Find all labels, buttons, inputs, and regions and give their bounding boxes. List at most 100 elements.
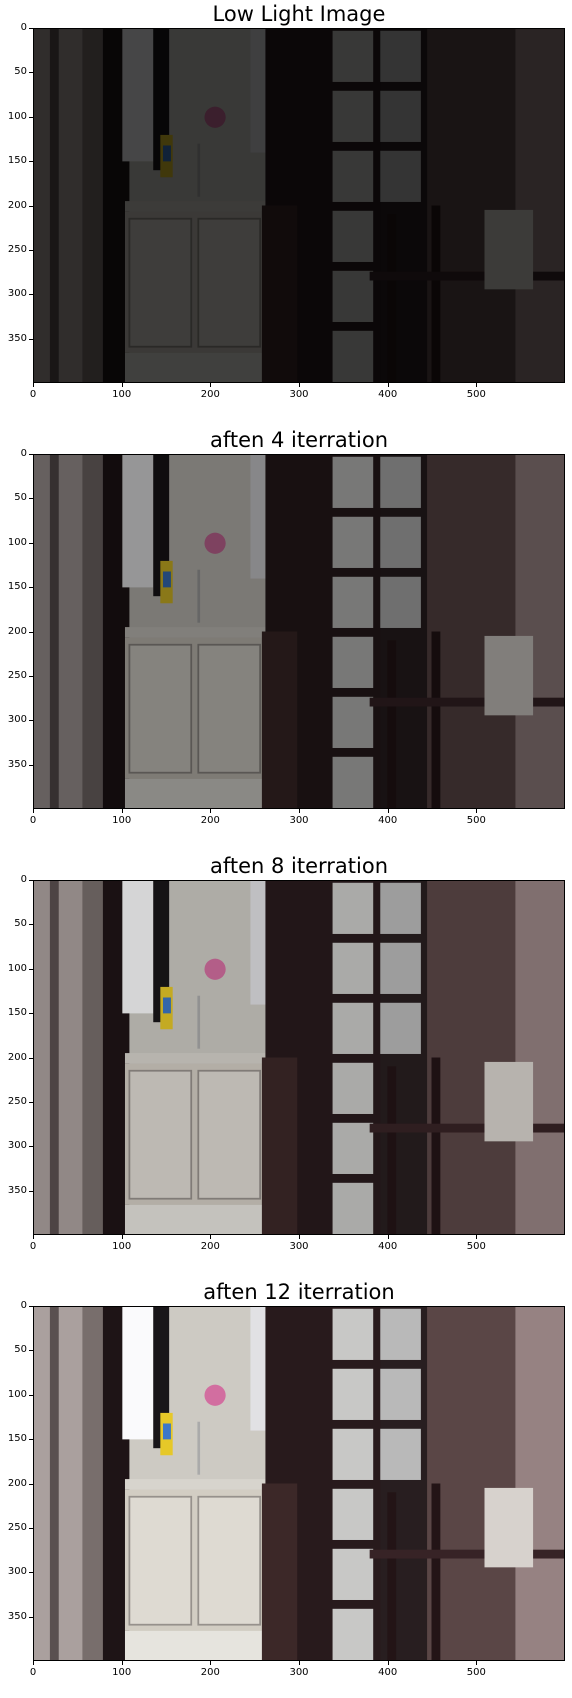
- y-tick-mark: [29, 765, 33, 766]
- y-tick-mark: [29, 1617, 33, 1618]
- image-panel: Low Light Image: [0, 0, 572, 420]
- y-tick-mark: [29, 294, 33, 295]
- y-tick-label: 50: [1, 66, 27, 78]
- y-tick-mark: [29, 543, 33, 544]
- y-tick-mark: [29, 339, 33, 340]
- x-tick-mark: [299, 1235, 300, 1239]
- y-tick-label: 50: [1, 492, 27, 504]
- x-tick-mark: [122, 1661, 123, 1665]
- y-tick-mark: [29, 1191, 33, 1192]
- y-tick-mark: [29, 1058, 33, 1059]
- x-tick-label: 300: [284, 815, 314, 827]
- y-tick-mark: [29, 117, 33, 118]
- y-tick-mark: [29, 1572, 33, 1573]
- x-tick-label: 100: [107, 389, 137, 401]
- x-tick-label: 0: [18, 389, 48, 401]
- x-tick-mark: [388, 1235, 389, 1239]
- x-tick-label: 200: [195, 1241, 225, 1253]
- x-tick-mark: [299, 1661, 300, 1665]
- y-tick-mark: [29, 1350, 33, 1351]
- x-tick-label: 400: [373, 1241, 403, 1253]
- y-tick-mark: [29, 250, 33, 251]
- x-tick-label: 500: [461, 815, 491, 827]
- x-tick-mark: [388, 1661, 389, 1665]
- y-tick-label: 150: [1, 155, 27, 167]
- x-tick-mark: [210, 1661, 211, 1665]
- x-tick-label: 400: [373, 815, 403, 827]
- y-tick-mark: [29, 454, 33, 455]
- x-tick-label: 200: [195, 389, 225, 401]
- y-tick-mark: [29, 1484, 33, 1485]
- photo-image: [33, 1306, 565, 1661]
- y-tick-label: 100: [1, 111, 27, 123]
- x-tick-label: 400: [373, 389, 403, 401]
- y-tick-label: 250: [1, 670, 27, 682]
- y-tick-mark: [29, 720, 33, 721]
- y-tick-label: 100: [1, 1389, 27, 1401]
- x-tick-label: 100: [107, 1667, 137, 1679]
- y-tick-label: 100: [1, 537, 27, 549]
- y-tick-label: 250: [1, 244, 27, 256]
- y-tick-mark: [29, 206, 33, 207]
- y-tick-mark: [29, 1528, 33, 1529]
- y-tick-label: 350: [1, 333, 27, 345]
- y-tick-mark: [29, 1395, 33, 1396]
- x-tick-mark: [299, 809, 300, 813]
- x-tick-mark: [476, 809, 477, 813]
- panel-title: aften 12 iterration: [33, 1278, 565, 1306]
- x-tick-mark: [210, 1235, 211, 1239]
- x-tick-mark: [299, 383, 300, 387]
- x-tick-mark: [33, 1661, 34, 1665]
- y-tick-mark: [29, 72, 33, 73]
- x-tick-label: 200: [195, 815, 225, 827]
- y-tick-label: 0: [1, 874, 27, 886]
- image-panel: aften 8 iterration: [0, 852, 572, 1272]
- x-tick-mark: [122, 1235, 123, 1239]
- photo-image: [33, 28, 565, 383]
- photo-image: [33, 880, 565, 1235]
- x-tick-mark: [476, 383, 477, 387]
- y-tick-mark: [29, 587, 33, 588]
- y-tick-mark: [29, 28, 33, 29]
- y-tick-mark: [29, 1146, 33, 1147]
- x-tick-label: 500: [461, 389, 491, 401]
- image-panel: aften 4 iterration: [0, 426, 572, 846]
- y-tick-label: 0: [1, 1300, 27, 1312]
- x-tick-mark: [388, 809, 389, 813]
- x-tick-label: 0: [18, 815, 48, 827]
- x-tick-mark: [210, 383, 211, 387]
- y-tick-mark: [29, 1439, 33, 1440]
- x-tick-label: 0: [18, 1241, 48, 1253]
- image-panel: aften 12 iterration: [0, 1278, 572, 1698]
- y-tick-label: 0: [1, 448, 27, 460]
- x-tick-label: 100: [107, 1241, 137, 1253]
- y-tick-label: 200: [1, 626, 27, 638]
- y-tick-mark: [29, 676, 33, 677]
- x-tick-mark: [33, 809, 34, 813]
- y-tick-label: 300: [1, 1566, 27, 1578]
- x-tick-label: 500: [461, 1241, 491, 1253]
- y-tick-label: 250: [1, 1096, 27, 1108]
- y-tick-mark: [29, 1102, 33, 1103]
- y-tick-mark: [29, 1306, 33, 1307]
- x-tick-label: 300: [284, 1667, 314, 1679]
- panel-title: Low Light Image: [33, 0, 565, 28]
- y-tick-mark: [29, 969, 33, 970]
- x-tick-label: 300: [284, 1241, 314, 1253]
- y-tick-label: 350: [1, 1185, 27, 1197]
- y-tick-mark: [29, 632, 33, 633]
- x-tick-mark: [210, 809, 211, 813]
- x-tick-mark: [33, 383, 34, 387]
- x-tick-label: 0: [18, 1667, 48, 1679]
- y-tick-mark: [29, 498, 33, 499]
- y-tick-label: 350: [1, 1611, 27, 1623]
- y-tick-label: 350: [1, 759, 27, 771]
- photo-image: [33, 454, 565, 809]
- y-tick-label: 150: [1, 581, 27, 593]
- y-tick-label: 0: [1, 22, 27, 34]
- y-tick-label: 250: [1, 1522, 27, 1534]
- x-tick-mark: [122, 383, 123, 387]
- x-tick-label: 100: [107, 815, 137, 827]
- y-tick-label: 200: [1, 200, 27, 212]
- y-tick-label: 200: [1, 1478, 27, 1490]
